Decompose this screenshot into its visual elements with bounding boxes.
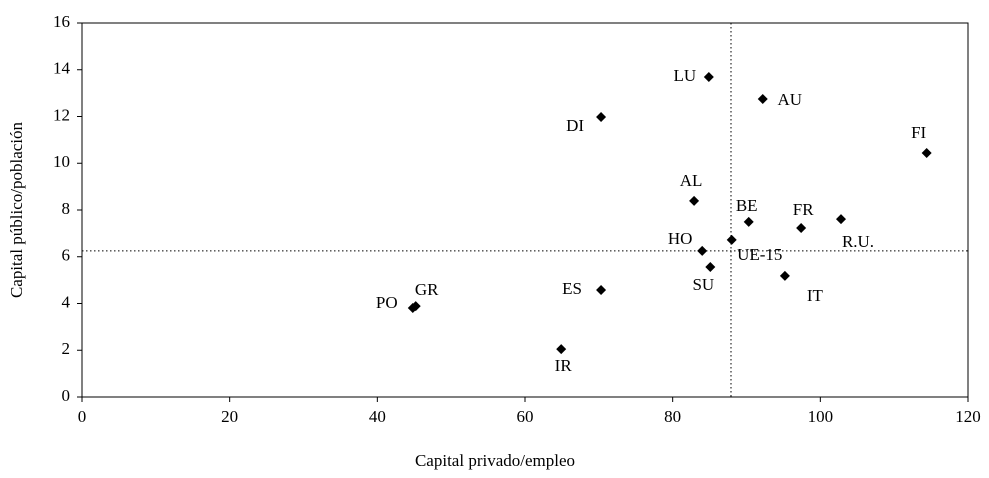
point-label: BE <box>736 196 758 215</box>
x-tick-label: 20 <box>221 407 238 426</box>
point-label: AL <box>680 171 703 190</box>
x-tick-label: 80 <box>664 407 681 426</box>
x-axis-label: Capital privado/empleo <box>415 451 575 470</box>
y-tick-label: 16 <box>53 12 70 31</box>
point <box>556 344 567 355</box>
y-tick-label: 6 <box>62 246 71 265</box>
point-label: FI <box>911 123 926 142</box>
point-label: IR <box>555 356 573 375</box>
point-label: PO <box>376 293 398 312</box>
point <box>779 270 790 281</box>
x-tick-label: 60 <box>517 407 534 426</box>
x-tick-label: 120 <box>955 407 981 426</box>
point <box>796 222 807 233</box>
point <box>705 262 716 273</box>
x-tick-label: 100 <box>808 407 834 426</box>
point-label: ES <box>562 279 582 298</box>
point-label: IT <box>807 286 824 305</box>
point-label: DI <box>566 116 584 135</box>
point-label: LU <box>674 66 697 85</box>
y-tick-label: 2 <box>62 339 71 358</box>
point <box>689 195 700 206</box>
y-tick-label: 14 <box>53 59 71 78</box>
x-tick-label: 40 <box>369 407 386 426</box>
x-tick-label: 0 <box>78 407 87 426</box>
point <box>596 284 607 295</box>
plot-area <box>81 22 969 398</box>
point <box>757 93 768 104</box>
point-label: HO <box>668 229 693 248</box>
y-axis-label: Capital público/población <box>7 121 26 298</box>
point <box>697 245 708 256</box>
point-label: UE-15 <box>737 245 782 264</box>
y-tick-label: 0 <box>62 386 71 405</box>
y-tick-label: 10 <box>53 152 70 171</box>
point <box>703 71 714 82</box>
point-label: R.U. <box>842 232 874 251</box>
point <box>743 216 754 227</box>
point-label: GR <box>415 280 439 299</box>
point-label: SU <box>692 275 714 294</box>
point <box>726 234 737 245</box>
point-label: FR <box>793 200 814 219</box>
y-tick-label: 12 <box>53 105 70 124</box>
y-tick-label: 4 <box>62 292 71 311</box>
point <box>407 302 418 313</box>
point <box>836 214 847 225</box>
point <box>596 111 607 122</box>
y-tick-label: 8 <box>62 199 71 218</box>
point-label: AU <box>777 90 802 109</box>
point <box>921 147 932 158</box>
